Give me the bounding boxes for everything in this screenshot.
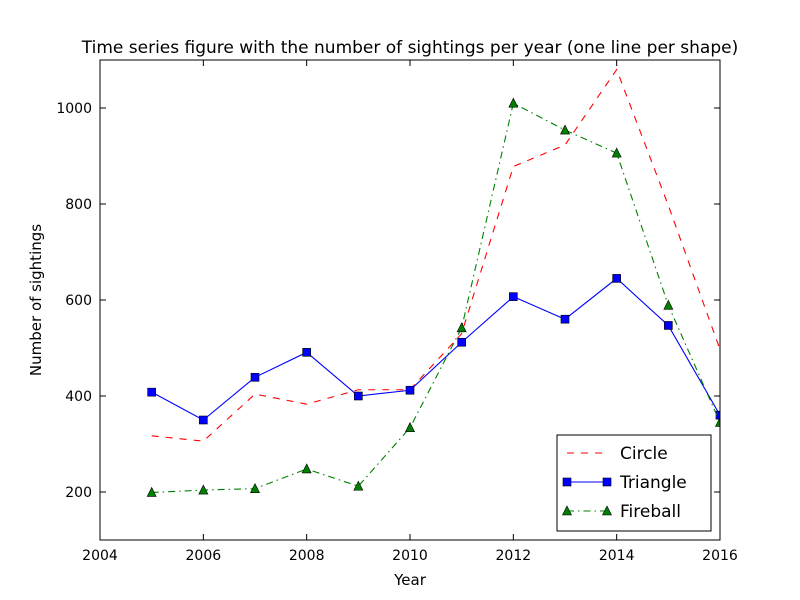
legend-label-fireball: Fireball <box>620 502 681 522</box>
plot-frame <box>99 59 721 541</box>
data-point-fireball <box>198 484 209 495</box>
x-tick-label: 2010 <box>392 548 428 564</box>
data-point-triangle <box>715 410 720 420</box>
legend-marker-fireball <box>602 505 612 516</box>
data-point-fireball <box>508 97 519 108</box>
series-line-triangle <box>151 277 720 421</box>
legend-label-circle: Circle <box>620 444 668 464</box>
data-point-fireball <box>301 463 312 474</box>
y-tick-label: 200 <box>65 485 92 501</box>
data-point-triangle <box>612 274 621 283</box>
data-point-fireball <box>611 147 622 158</box>
data-point-fireball <box>146 486 157 497</box>
chart-title: Time series figure with the number of si… <box>81 38 738 58</box>
series-line-circle <box>151 68 720 442</box>
data-point-fireball <box>663 299 674 310</box>
data-point-fireball <box>405 422 415 432</box>
legend-label-triangle: Triangle <box>619 473 687 493</box>
data-point-fireball <box>353 480 364 491</box>
x-tick-label: 2012 <box>496 548 532 564</box>
y-tick-label: 800 <box>65 197 92 213</box>
data-point-fireball <box>715 416 720 427</box>
legend-marker-triangle <box>562 477 572 487</box>
data-point-triangle <box>457 337 466 347</box>
x-tick-label: 2008 <box>289 548 325 564</box>
data-point-triangle <box>405 385 415 395</box>
legend-box <box>556 434 712 532</box>
plot-area: 2004 2006 2008 2010 2012 2014 2016 200 400 600 800… <box>56 59 738 564</box>
series-layer <box>146 68 720 497</box>
data-point-triangle <box>664 321 673 330</box>
x-tick-label: 2016 <box>702 548 738 564</box>
data-point-triangle <box>560 314 570 324</box>
data-point-fireball <box>250 482 260 493</box>
data-point-fireball <box>456 322 467 333</box>
y-axis-label: Number of sightings <box>27 224 45 376</box>
x-axis-label: Year <box>393 571 427 589</box>
data-point-triangle <box>147 387 156 397</box>
y-tick-label: 1000 <box>56 101 92 117</box>
y-tick-label: 600 <box>65 293 92 309</box>
x-tick-label: 2004 <box>82 548 118 564</box>
series-line-fireball <box>151 102 720 494</box>
legend: Circle Triangle Fireball <box>556 434 712 532</box>
x-tick-label: 2006 <box>186 548 222 564</box>
data-point-triangle <box>354 391 363 401</box>
data-point-triangle <box>302 348 311 357</box>
data-point-fireball <box>560 124 570 135</box>
data-point-triangle <box>250 372 260 382</box>
legend-marker-fireball <box>562 505 572 516</box>
x-tick-label: 2014 <box>599 548 635 564</box>
legend-marker-triangle <box>602 477 612 487</box>
data-point-triangle <box>199 415 208 425</box>
data-point-triangle <box>509 292 518 301</box>
y-tick-label: 400 <box>65 389 92 405</box>
